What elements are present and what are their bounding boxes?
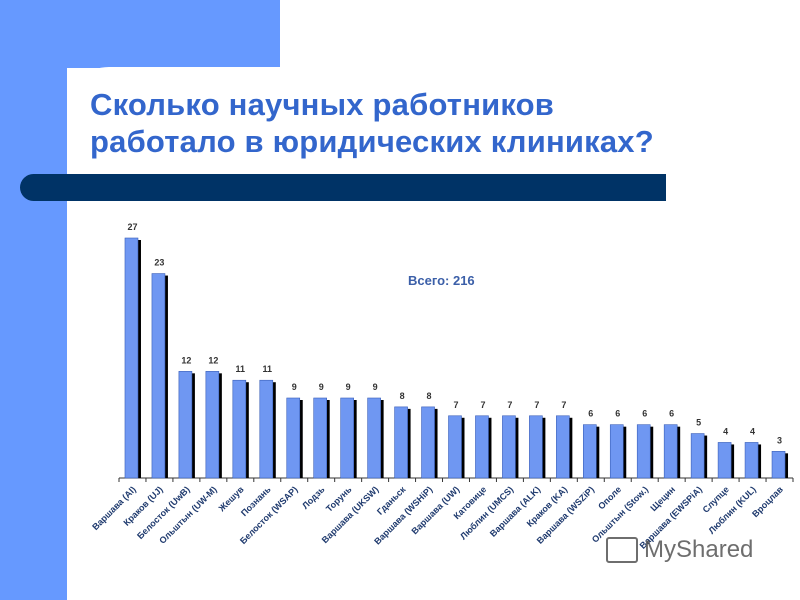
bar-value-label: 6 [588,409,593,419]
category-label: Люблин (KUL) [706,484,758,536]
bar-value-label: 3 [777,435,782,445]
bar-value-label: 7 [534,400,539,410]
presentation-board-icon [606,537,638,563]
bar-value-label: 9 [319,382,324,392]
bar-value-label: 4 [723,426,728,436]
bar-value-label: 4 [750,426,755,436]
total-label: Всего: 216 [408,273,475,288]
bar-value-label: 7 [453,400,458,410]
bar-value-label: 12 [181,355,191,365]
bar-value-label: 27 [127,222,137,232]
bar-value-label: 7 [561,400,566,410]
title-line-1: Сколько научных работников [90,87,555,122]
bar-value-label: 8 [400,391,405,401]
watermark-text: MyShared [644,536,754,563]
bar-value-label: 9 [292,382,297,392]
decorative-left-band [0,0,67,600]
bar-value-label: 5 [696,418,701,428]
bar-value-label: 23 [154,258,164,268]
bar-value-label: 8 [427,391,432,401]
bar-value-label: 6 [642,409,647,419]
watermark: MyShared [606,536,753,564]
title-underline-bar [20,174,666,201]
bar-value-label: 9 [346,382,351,392]
slide-title: Сколько научных работников работало в юр… [90,86,770,160]
bar-value-label: 7 [480,400,485,410]
bar-value-label: 11 [236,364,246,374]
bar-value-label: 7 [507,400,512,410]
title-line-2: работало в юридических клиниках? [90,124,654,159]
bar: 4 Люблин (KUL) [706,426,762,536]
bar-value-label: 6 [669,409,674,419]
bar-value-label: 11 [263,364,273,374]
bar-value-label: 9 [373,382,378,392]
category-label: Варшава (UW) [409,484,461,536]
content-panel [67,67,800,600]
bar-value-label: 12 [208,355,218,365]
bar-value-label: 6 [615,409,620,419]
